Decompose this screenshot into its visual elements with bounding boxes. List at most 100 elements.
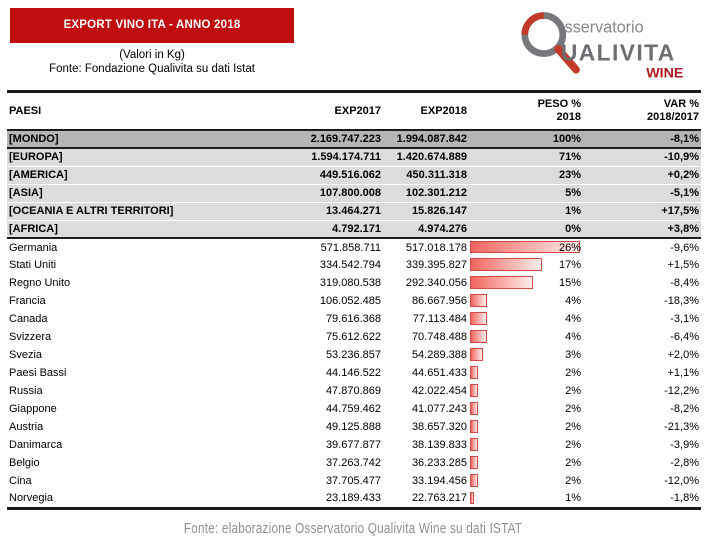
exp2017-cell: 44.146.522 [325, 367, 381, 379]
country-name-cell: Austria [9, 421, 44, 433]
country-name-cell: Regno Unito [9, 277, 71, 289]
footer-source: Fonte: elaborazione Osservatorio Qualivi… [183, 519, 523, 537]
export-table: PAESI EXP2017 EXP2018 PESO % 2018 VAR % … [7, 90, 701, 510]
peso-cell: 5% [565, 187, 581, 199]
table-row-country: Russia 47.870.869 42.022.454 2% -12,2% [7, 382, 701, 400]
peso-data-bar [470, 420, 479, 433]
table-row-country: Stati Uniti 334.542.794 339.395.827 17% … [7, 256, 701, 274]
area-name-cell: [EUROPA] [9, 151, 63, 164]
country-name-cell: Cina [9, 475, 32, 487]
exp2017-cell: 449.516.062 [319, 169, 381, 181]
area-name-cell: [AMERICA] [9, 169, 68, 181]
country-name-cell: Norvegia [9, 492, 54, 505]
source-subtitle: Fonte: Fondazione Qualivita su dati Ista… [49, 63, 255, 75]
table-row-country: Francia 106.052.485 86.667.956 4% -18,3% [7, 292, 701, 310]
peso-bar-cell: 2% [469, 364, 583, 382]
peso-cell: 100% [552, 133, 581, 145]
exp2017-cell: 49.125.888 [325, 421, 381, 433]
table-row-country: Canada 79.616.368 77.113.484 4% -3,1% [7, 310, 701, 328]
var-cell: -5,1% [670, 187, 699, 199]
table-row-country: Danimarca 39.677.877 38.139.833 2% -3,9% [7, 436, 701, 454]
exp2018-cell: 339.395.827 [405, 259, 467, 271]
exp2017-cell: 37.705.477 [325, 475, 381, 487]
var-cell: -2,8% [670, 457, 699, 469]
peso-bar-cell: 2% [469, 454, 583, 472]
exp2017-cell: 13.464.271 [325, 205, 381, 217]
peso-bar-cell: 2% [469, 400, 583, 418]
peso-label: 4% [565, 295, 581, 307]
peso-bar-cell: 1% [469, 490, 583, 508]
exp2018-cell: 1.420.674.889 [396, 151, 467, 164]
peso-cell: 0% [565, 222, 581, 235]
exp2018-cell: 22.763.217 [411, 492, 467, 505]
peso-data-bar [470, 258, 542, 271]
peso-label: 3% [565, 349, 581, 361]
var-cell: -18,3% [664, 295, 699, 307]
exp2018-cell: 450.311.318 [406, 169, 467, 181]
peso-label: 2% [565, 367, 581, 379]
var-cell: +1,1% [667, 367, 700, 379]
col-header-var: VAR % 2018/2017 [583, 90, 701, 131]
exp2018-cell: 15.826.147 [411, 205, 467, 217]
col-header-paesi: PAESI [7, 90, 287, 131]
table-row-country: Germania 571.858.711 517.018.178 26% -9,… [7, 238, 701, 256]
var-cell: +2,0% [667, 349, 700, 361]
title-block: EXPORT VINO ITA - ANNO 2018 (Valori in K… [10, 8, 294, 76]
table-row-country: Svezia 53.236.857 54.289.388 3% +2,0% [7, 346, 701, 364]
area-name-cell: [ASIA] [9, 187, 43, 199]
peso-data-bar [470, 276, 534, 289]
var-cell: -8,1% [670, 133, 699, 145]
country-name-cell: Russia [9, 385, 43, 397]
var-cell: -21,3% [664, 421, 699, 433]
country-name-cell: Germania [9, 241, 58, 254]
table-row-aggregate: [AFRICA] 4.792.171 4.974.276 0% +3,8% [7, 220, 701, 238]
table-row-aggregate: [EUROPA] 1.594.174.711 1.420.674.889 71%… [7, 148, 701, 166]
peso-label: 2% [565, 457, 581, 469]
peso-bar-cell: 4% [469, 328, 583, 346]
var-cell: -6,4% [670, 331, 699, 343]
country-name-cell: Svizzera [9, 331, 52, 343]
var-cell: +0,2% [667, 169, 700, 181]
col-header-exp2018: EXP2018 [383, 90, 469, 131]
var-cell: -3,1% [670, 313, 699, 325]
peso-data-bar [470, 241, 580, 253]
exp2018-cell: 38.657.320 [411, 421, 467, 433]
peso-data-bar [470, 366, 479, 379]
col-header-exp2017: EXP2017 [287, 90, 383, 131]
peso-bar-cell: 15% [469, 274, 583, 292]
peso-bar-cell: 17% [469, 256, 583, 274]
country-name-cell: Danimarca [9, 439, 63, 451]
peso-data-bar [470, 312, 487, 325]
exp2018-cell: 77.113.484 [412, 313, 467, 325]
peso-data-bar [470, 456, 479, 469]
report-title: EXPORT VINO ITA - ANNO 2018 [10, 8, 294, 43]
exp2017-cell: 79.616.368 [325, 313, 381, 325]
exp2018-cell: 38.139.833 [411, 439, 467, 451]
peso-bar-cell: 26% [469, 238, 583, 256]
peso-bar-cell: 2% [469, 418, 583, 436]
exp2018-cell: 33.194.456 [411, 475, 467, 487]
country-name-cell: Belgio [9, 457, 40, 469]
table-row-aggregate: [ASIA] 107.800.008 102.301.212 5% -5,1% [7, 184, 701, 202]
table-row-country: Belgio 37.263.742 36.233.285 2% -2,8% [7, 454, 701, 472]
table-row-aggregate: [AMERICA] 449.516.062 450.311.318 23% +0… [7, 166, 701, 184]
peso-bar-cell: 4% [469, 292, 583, 310]
peso-label: 2% [565, 385, 581, 397]
exp2018-cell: 41.077.243 [411, 403, 467, 415]
table-row-country: Giappone 44.759.462 41.077.243 2% -8,2% [7, 400, 701, 418]
var-cell: -1,8% [670, 492, 699, 505]
peso-data-bar [470, 492, 475, 504]
exp2018-cell: 1.994.087.842 [396, 133, 467, 145]
exp2017-cell: 53.236.857 [325, 349, 381, 361]
exp2018-cell: 86.667.956 [411, 295, 467, 307]
var-cell: -8,2% [670, 403, 699, 415]
exp2018-cell: 42.022.454 [411, 385, 467, 397]
exp2018-cell: 36.233.285 [411, 457, 467, 469]
var-cell: -8,4% [670, 277, 699, 289]
peso-label: 26% [558, 241, 581, 254]
table-row-country: Cina 37.705.477 33.194.456 2% -12,0% [7, 472, 701, 490]
var-cell: -12,2% [664, 385, 699, 397]
var-cell: +17,5% [661, 205, 699, 217]
exp2017-cell: 2.169.747.223 [310, 133, 381, 145]
